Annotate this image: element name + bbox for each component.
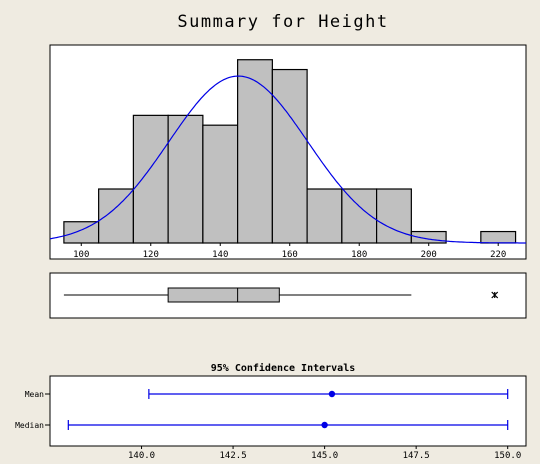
x-tick-label: 220 bbox=[490, 250, 506, 260]
ci-x-tick-label: 150.0 bbox=[494, 451, 521, 461]
histogram-bar bbox=[375, 188, 412, 244]
x-tick-label: 100 bbox=[73, 250, 89, 260]
histogram: 100 120 140 160 180 200 220 bbox=[49, 59, 526, 260]
page-title: Summary for Height bbox=[177, 12, 388, 32]
histogram-bar bbox=[167, 114, 204, 244]
box-outlier bbox=[491, 291, 499, 299]
histogram-bar bbox=[98, 188, 134, 244]
x-tick-label: 160 bbox=[282, 250, 298, 260]
x-tick-label: 120 bbox=[143, 250, 159, 260]
ci-x-tick-label: 147.5 bbox=[403, 451, 430, 461]
histogram-bar bbox=[202, 124, 239, 244]
ci-row-label: Mean bbox=[25, 390, 44, 399]
ci-x-tick-label: 140.0 bbox=[128, 451, 155, 461]
ci-panel bbox=[49, 375, 527, 447]
confidence-intervals: Mean Median 140.0 142.5 145.0 147.5 150.0 bbox=[15, 389, 521, 461]
histogram-bar bbox=[306, 188, 343, 244]
normal-curve bbox=[49, 75, 526, 244]
ci-x-tick-label: 142.5 bbox=[220, 451, 247, 461]
boxplot bbox=[63, 287, 499, 303]
ci-x-tick-label: 145.0 bbox=[311, 451, 338, 461]
histogram-bar bbox=[63, 221, 100, 244]
box-iqr bbox=[167, 287, 280, 303]
ci-row-label: Median bbox=[15, 421, 44, 430]
x-tick-label: 200 bbox=[421, 250, 437, 260]
x-tick-label: 180 bbox=[351, 250, 367, 260]
ci-title: 95% Confidence Intervals bbox=[211, 362, 356, 374]
ci-estimate-point bbox=[321, 421, 328, 429]
histogram-bar bbox=[237, 59, 273, 244]
histogram-bar bbox=[480, 230, 517, 244]
histogram-bar bbox=[271, 68, 308, 244]
ci-estimate-point bbox=[328, 390, 336, 398]
histogram-bar bbox=[132, 114, 169, 244]
x-tick-label: 140 bbox=[212, 250, 228, 260]
